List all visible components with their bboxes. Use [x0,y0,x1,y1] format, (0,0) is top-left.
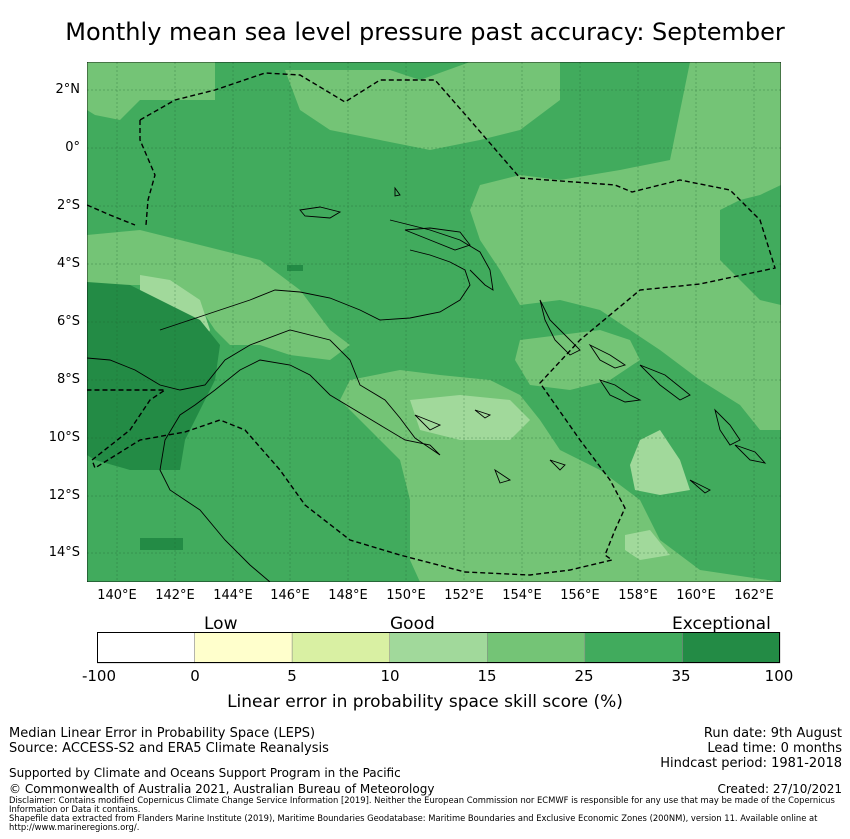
lon-label: 154°E [502,588,542,603]
colorbar-tick: 10 [380,667,400,685]
lon-label: 142°E [155,588,195,603]
colorbar-swatch [584,632,683,664]
created-date: Created: 27/10/2021 [717,782,842,796]
lat-label: 0° [65,140,80,155]
colorbar-tick: 15 [477,667,497,685]
lat-label: 14°S [48,545,80,560]
method-text: Median Linear Error in Probability Space… [9,726,316,741]
page-title: Monthly mean sea level pressure past acc… [65,18,785,46]
colorbar-tick: 35 [671,667,691,685]
colorbar-tick: 0 [190,667,200,685]
colorbar-tick: 100 [764,667,794,685]
lon-label: 160°E [676,588,716,603]
colorbar-tick: 5 [287,667,297,685]
lat-label: 6°S [56,314,80,329]
skill-region-good [625,530,670,560]
lat-label: 12°S [48,488,80,503]
lon-label: 148°E [328,588,368,603]
lat-label: 4°S [56,256,80,271]
colorbar-category-low: Low [204,614,238,634]
colorbar-category-good: Good [390,614,435,634]
lon-label: 162°E [734,588,774,603]
colorbar-label: Linear error in probability space skill … [227,692,623,712]
lon-label: 150°E [386,588,426,603]
lead-time: Lead time: 0 months [707,741,842,756]
run-date: Run date: 9th August [703,726,842,741]
colorbar-swatch [97,632,195,664]
disclaimer-text: Disclaimer: Contains modified Copernicus… [9,795,835,814]
colorbar-tick: 25 [574,667,594,685]
colorbar-swatch [487,632,586,664]
eez-boundary [87,204,136,226]
lat-label: 2°N [55,82,81,97]
hindcast-period: Hindcast period: 1981-2018 [660,756,842,771]
lon-label: 156°E [560,588,600,603]
colorbar-swatch [389,632,488,664]
source-text: Source: ACCESS-S2 and ERA5 Climate Reana… [9,741,329,756]
copyright-text: © Commonwealth of Australia 2021, Austra… [9,782,435,796]
skill-region-high [515,330,640,390]
map-field [87,62,781,582]
skill-score-map [87,62,781,582]
lat-label: 8°S [56,372,80,387]
colorbar-swatch [291,632,390,664]
lon-label: 144°E [213,588,253,603]
skill-region-exceptional [87,282,220,470]
lat-label: 10°S [48,430,80,445]
colorbar-category-exceptional: Exceptional [672,614,771,634]
colorbar-swatch [682,632,781,664]
lon-label: 152°E [444,588,484,603]
lon-label: 158°E [618,588,658,603]
gridlines [87,62,781,582]
eez-boundary [87,72,776,576]
skill-region-high [87,230,350,360]
skill-region-high [285,62,560,150]
coastlines [87,186,767,582]
support-text: Supported by Climate and Oceans Support … [9,766,401,780]
lon-label: 140°E [97,588,137,603]
lat-label: 2°S [56,198,80,213]
skill-region-high [87,62,215,120]
skill-region-good [630,430,690,495]
colorbar [97,632,781,664]
eez-boundary [139,120,156,226]
colorbar-swatch [194,632,293,664]
skill-region-high [470,62,781,430]
lon-label: 146°E [270,588,310,603]
shapefile-credit: Shapefile data extracted from Flanders M… [9,813,818,832]
skill-region-good [410,395,530,440]
colorbar-tick: -100 [81,667,117,685]
skill-region-exceptional [287,265,303,271]
skill-region-exceptional [140,538,183,550]
